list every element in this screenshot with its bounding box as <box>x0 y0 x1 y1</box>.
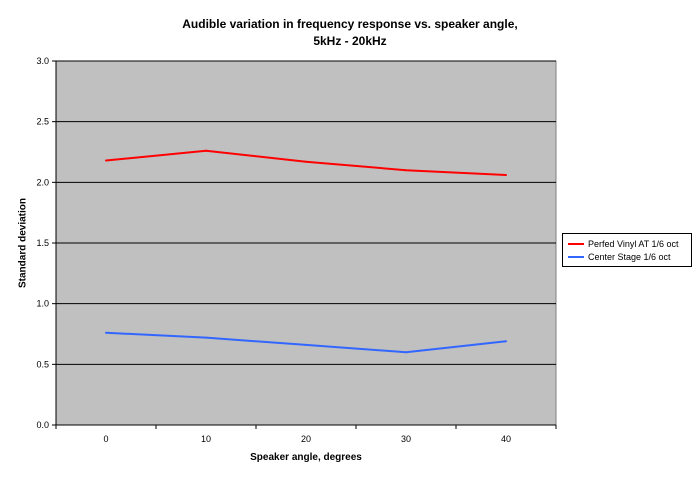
chart-title-line-2: 5kHz - 20kHz <box>313 34 387 48</box>
x-tick-label: 0 <box>103 434 108 444</box>
data-point <box>505 340 507 343</box>
data-point <box>505 174 507 177</box>
legend-item-center-stage: Center Stage 1/6 oct <box>563 250 691 263</box>
legend-label-perfed-vinyl: Perfed Vinyl AT 1/6 oct <box>588 238 679 249</box>
data-point <box>405 351 407 354</box>
legend-swatch-center-stage <box>568 255 584 258</box>
chart-title-line-1: Audible variation in frequency response … <box>182 17 518 31</box>
y-tick-label: 3.0 <box>36 56 49 66</box>
y-tick-label: 1.5 <box>36 238 49 248</box>
y-tick-label: 0.5 <box>36 359 49 369</box>
y-tick-label: 0.0 <box>36 420 49 430</box>
data-point <box>105 331 107 334</box>
y-axis-label: Standard deviation <box>17 197 29 289</box>
y-tick-label: 1.0 <box>36 299 49 309</box>
data-point <box>305 160 307 163</box>
x-axis-label: Speaker angle, degrees <box>250 452 362 463</box>
x-tick-label: 40 <box>501 434 511 444</box>
y-tick-label: 2.5 <box>36 117 49 127</box>
x-tick-label: 20 <box>301 434 311 444</box>
legend-label-center-stage: Center Stage 1/6 oct <box>588 251 671 262</box>
data-point <box>105 159 107 162</box>
chart-title: Audible variation in frequency response … <box>100 16 600 50</box>
data-point <box>405 169 407 172</box>
data-point <box>305 343 307 346</box>
x-tick-label: 30 <box>401 434 411 444</box>
x-tick-label: 10 <box>201 434 211 444</box>
data-point <box>205 336 207 339</box>
legend-swatch-perfed-vinyl <box>568 242 584 245</box>
y-tick-label: 2.0 <box>36 177 49 187</box>
legend: Perfed Vinyl AT 1/6 oct Center Stage 1/6… <box>562 233 692 267</box>
legend-item-perfed-vinyl: Perfed Vinyl AT 1/6 oct <box>563 237 691 250</box>
data-point <box>205 149 207 152</box>
